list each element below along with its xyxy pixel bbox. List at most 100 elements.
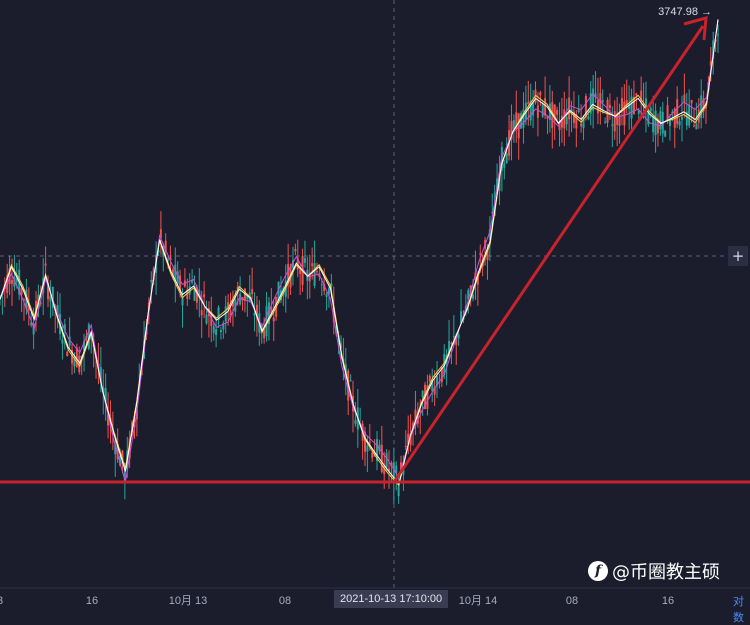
candle-body (323, 283, 326, 292)
x-tick-label: 16 (662, 595, 674, 607)
candle-body (325, 294, 328, 297)
candle-body (397, 486, 400, 497)
log-scale-toggle[interactable]: 对数 (733, 595, 744, 624)
candle-body (486, 249, 489, 261)
candle-body (282, 288, 285, 295)
candle-body (500, 147, 503, 171)
candle-body (628, 103, 631, 109)
candle-body (11, 279, 14, 284)
candle-body (395, 465, 398, 474)
candle-body (640, 90, 643, 101)
price-arrow-icon: → (701, 6, 712, 18)
candle-body (68, 336, 71, 346)
candle-body (479, 253, 482, 255)
candle-body (239, 293, 242, 305)
candle-body (188, 286, 191, 295)
candle-body (332, 307, 335, 323)
price-chart[interactable]: 3 16 10月 13 08 10月 14 08 16 (0, 0, 750, 610)
candle-body (114, 444, 117, 455)
candle-body (400, 462, 403, 472)
candle-body (409, 433, 412, 446)
candle-body (63, 324, 66, 331)
candle-body (123, 467, 126, 483)
candle-body (39, 302, 42, 304)
watermark-logo-icon: f (588, 561, 608, 581)
current-price-label: 3747.98 → (658, 6, 712, 18)
candle-body (512, 120, 515, 130)
candle-body (431, 381, 434, 392)
current-price-value: 3747.98 (658, 6, 698, 18)
x-tick-label: 16 (86, 595, 98, 607)
candle-body (515, 112, 518, 130)
candle-body (532, 102, 535, 116)
candle-body (539, 92, 542, 96)
candle-body (251, 288, 254, 295)
trend-arrow-head (683, 15, 708, 41)
candle-body (157, 250, 160, 253)
candle-body (683, 94, 686, 102)
candle-body (330, 283, 333, 287)
candle-body (556, 110, 559, 115)
candle-body (203, 294, 206, 298)
candle-body (354, 420, 357, 424)
candle-body (366, 445, 369, 452)
candle-body (522, 109, 525, 128)
candle-body (414, 409, 417, 426)
candle-body (200, 310, 203, 316)
candle-body (231, 301, 234, 307)
candle-body (608, 104, 611, 109)
candle-body (575, 113, 578, 129)
candle-body (27, 304, 30, 311)
candle-body (392, 462, 395, 483)
candle-body (253, 312, 256, 316)
candle-body (167, 259, 170, 261)
candle-body (272, 317, 275, 322)
candle-body (584, 96, 587, 117)
candle-body (87, 324, 90, 349)
candle-body (193, 286, 196, 301)
candle-body (676, 99, 679, 124)
candle-body (107, 414, 110, 426)
candle-body (270, 307, 273, 315)
candle-body (159, 229, 162, 239)
x-tick-label: 10月 13 (169, 595, 208, 607)
candle-body (83, 341, 86, 351)
candle-body (697, 109, 700, 123)
candle-body (315, 271, 318, 273)
candle-body (695, 123, 698, 130)
candle-body (587, 116, 590, 119)
candle-body (632, 96, 635, 115)
candle-body (544, 98, 547, 116)
candle-body (368, 441, 371, 443)
candle-body (712, 40, 715, 59)
candle-body (380, 444, 383, 472)
candle-body (563, 109, 566, 129)
candle-body (625, 99, 628, 108)
candle-body (51, 286, 54, 308)
candle-body (227, 302, 230, 309)
candle-body (150, 280, 153, 282)
candle-body (649, 107, 652, 112)
candle-body (404, 445, 407, 448)
candle-body (102, 387, 105, 394)
candle-body (529, 100, 532, 121)
candle-body (613, 111, 616, 132)
candle-body (541, 103, 544, 117)
candle-body (616, 113, 619, 125)
candle-body (371, 452, 374, 458)
candle-body (219, 330, 222, 332)
candle-body (104, 388, 107, 402)
candle-body (580, 123, 583, 127)
candle-body (668, 120, 671, 127)
candle-body (452, 336, 455, 338)
candle-body (236, 286, 239, 290)
candle-body (577, 108, 580, 113)
candle-body (606, 99, 609, 123)
candle-body (589, 93, 592, 114)
add-price-line-button[interactable]: + (728, 246, 748, 266)
candle-body (717, 34, 719, 36)
candle-body (474, 272, 477, 280)
candle-body (376, 439, 379, 462)
watermark-text: @币圈教主硕 (612, 562, 720, 583)
